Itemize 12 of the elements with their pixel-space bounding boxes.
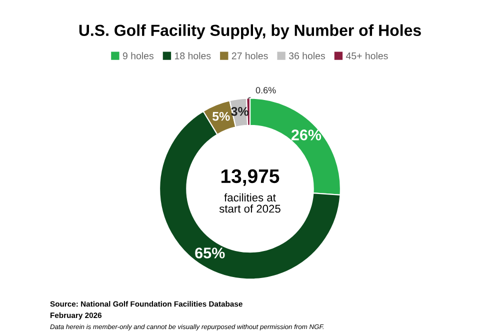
data-label: 5%: [212, 112, 230, 121]
text: facilities at start of 2025: [219, 193, 280, 213]
data-label: 0.6%: [256, 87, 276, 94]
legend-label: 36 holes: [288, 52, 326, 60]
data-label: 26%: [291, 130, 322, 140]
data-label: 65%: [195, 248, 225, 258]
legend-label: 27 holes: [232, 52, 268, 60]
text: 13,975: [221, 169, 280, 186]
legend-label: 45+ holes: [346, 52, 388, 60]
legend-label: 9 holes: [122, 52, 154, 60]
chart-title: U.S. Golf Facility Supply, by Number of Holes: [79, 24, 421, 40]
legend-label: 18 holes: [175, 52, 211, 60]
